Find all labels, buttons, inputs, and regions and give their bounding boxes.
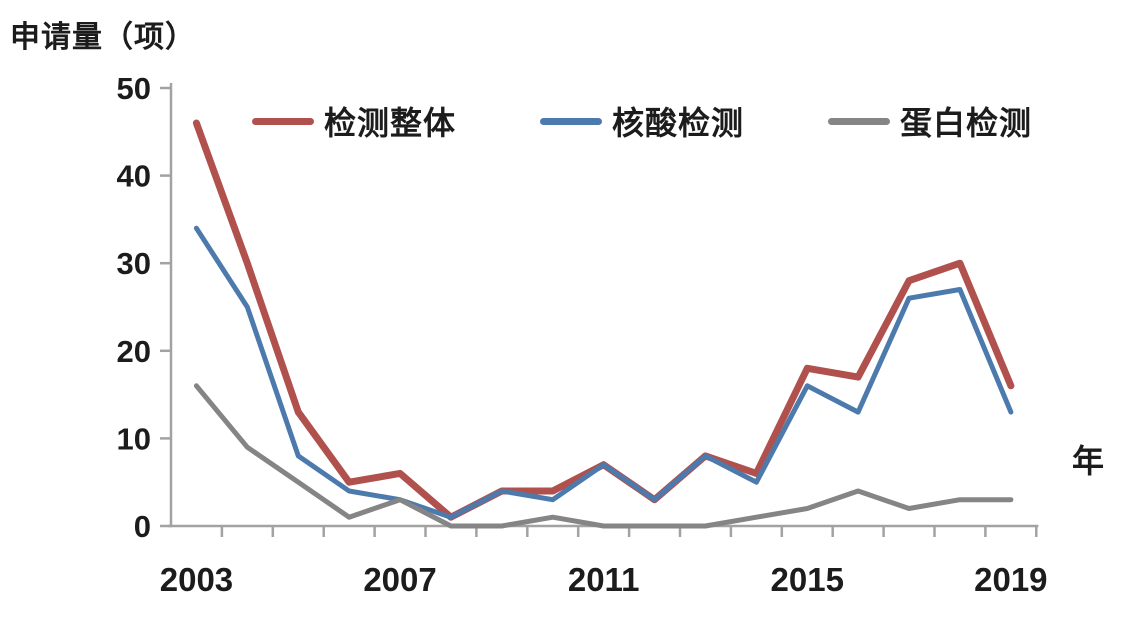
y-tick-label: 10: [117, 421, 151, 456]
series-line-protein-detection: [193, 383, 1014, 529]
legend-item-protein-detection: 蛋白检测: [828, 98, 1032, 144]
y-tick-label: 40: [117, 159, 151, 194]
legend-swatch-protein-detection: [828, 117, 891, 125]
legend-label-overall-detection: 检测整体: [324, 105, 457, 141]
x-tick-label: 2011: [568, 561, 640, 598]
legend-swatch-overall-detection: [252, 117, 314, 125]
y-tick-label: 0: [134, 509, 151, 544]
series-line-overall-detection: [192, 119, 1015, 521]
series-line-nucleic-acid-detection: [193, 225, 1014, 520]
x-tick-label: 2007: [363, 561, 436, 598]
y-tick-label: 30: [117, 246, 151, 281]
x-axis-title: 年: [1072, 443, 1105, 479]
legend-item-overall-detection: 检测整体: [252, 98, 456, 144]
y-tick-label: 50: [117, 71, 151, 106]
legend: 检测整体 核酸检测 蛋白检测: [252, 98, 1032, 144]
x-tick-label: 2019: [974, 561, 1047, 598]
y-axis-title: 申请量（项）: [10, 21, 196, 54]
legend-swatch-nucleic-acid-detection: [540, 117, 603, 125]
x-tick-label: 2003: [160, 561, 233, 598]
y-tick-label: 20: [117, 334, 151, 369]
legend-label-protein-detection: 蛋白检测: [900, 105, 1033, 141]
x-tick-label: 2015: [771, 561, 844, 598]
legend-label-nucleic-acid-detection: 核酸检测: [612, 105, 745, 141]
legend-item-nucleic-acid-detection: 核酸检测: [540, 98, 744, 144]
